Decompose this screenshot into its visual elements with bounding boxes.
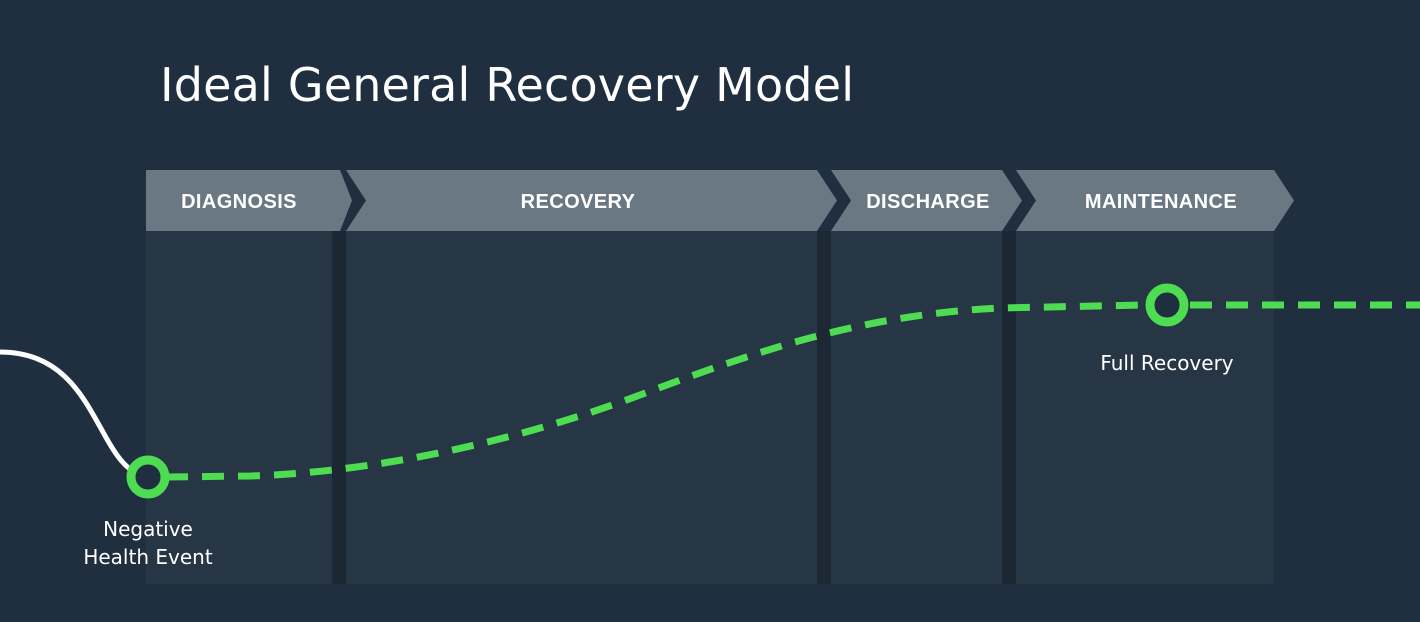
full-recovery-marker — [1145, 283, 1189, 327]
negative-health-event-label-line2: Health Event — [83, 545, 212, 569]
stage-header-diagnosis — [146, 170, 352, 231]
negative-health-event-label-line1: Negative — [103, 517, 193, 541]
stage-headers — [146, 170, 1294, 231]
negative-health-event-marker — [126, 455, 170, 499]
recovery-trajectory-path — [165, 301, 1147, 481]
full-recovery-label: Full Recovery — [1100, 351, 1233, 375]
page-title: Ideal General Recovery Model — [160, 58, 855, 112]
stage-columns — [146, 231, 1274, 584]
stage-label-maintenance: MAINTENANCE — [1085, 191, 1237, 213]
stage-divider — [332, 231, 346, 584]
stage-column-maintenance — [1016, 231, 1274, 584]
stage-dividers — [332, 231, 1016, 584]
stage-column-discharge — [831, 231, 1002, 584]
stage-label-discharge: DISCHARGE — [866, 191, 990, 213]
stage-divider — [817, 231, 831, 584]
stage-header-maintenance — [1016, 170, 1294, 231]
stage-label-diagnosis: DIAGNOSIS — [181, 191, 297, 213]
stage-label-recovery: RECOVERY — [521, 191, 636, 213]
stage-column-recovery — [346, 231, 817, 584]
prior-health-path — [0, 349, 151, 480]
stage-header-discharge — [831, 170, 1022, 231]
stage-column-diagnosis — [146, 231, 332, 584]
stage-header-recovery — [346, 170, 837, 231]
stage-divider — [1002, 231, 1016, 584]
